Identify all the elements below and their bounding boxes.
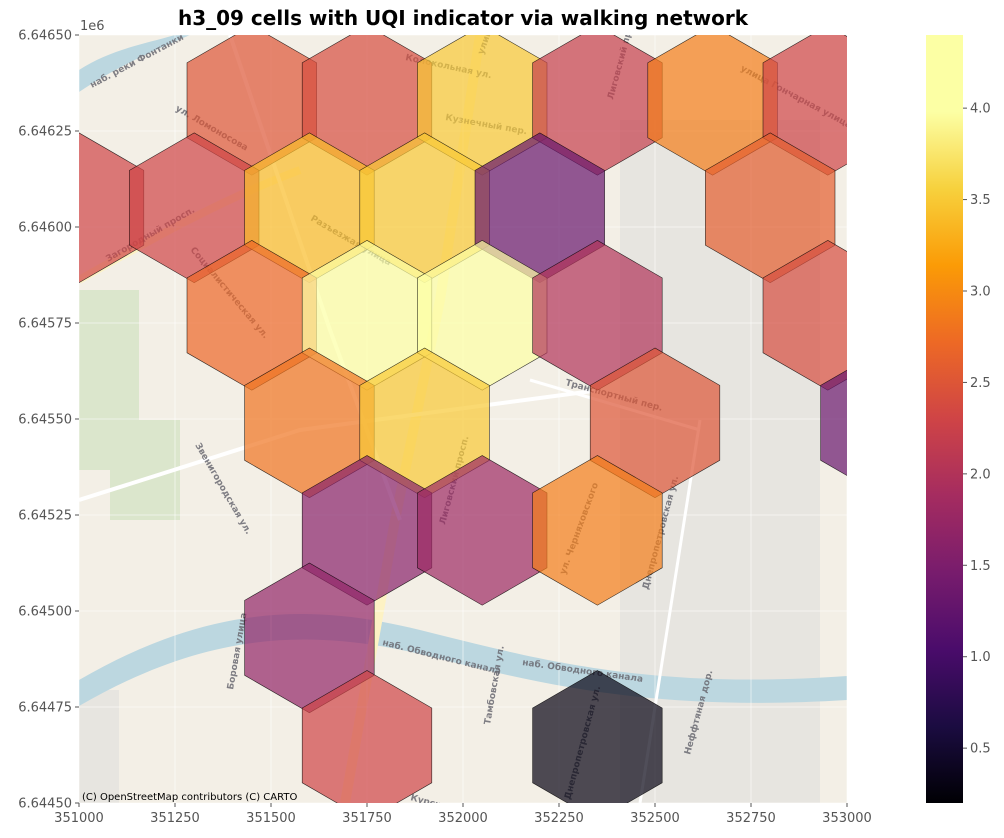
x-tick-label: 352750 <box>726 811 776 826</box>
y-offset-label: 1e6 <box>80 19 105 34</box>
colorbar-tick-label: 2.0 <box>970 467 991 482</box>
y-tick-label: 6.64600 <box>18 221 72 236</box>
hex-cell <box>301 670 433 803</box>
x-tick-label: 353000 <box>822 811 872 826</box>
hex-cells <box>79 35 847 803</box>
colorbar-tick-label: 1.5 <box>970 559 991 574</box>
x-axis: 351000 351250 351500 351750 352000 352250 3525… <box>54 803 872 826</box>
x-tick-label: 352500 <box>630 811 680 826</box>
colorbar-tick-label: 3.5 <box>970 193 991 208</box>
fontanka-river <box>79 35 190 92</box>
y-tick-label: 6.64475 <box>18 701 72 716</box>
x-tick-label: 351000 <box>54 811 104 826</box>
hex-cell <box>532 455 663 606</box>
colorbar-tick-label: 2.5 <box>970 376 991 391</box>
chart-title: h3_09 cells with UQI indicator via walki… <box>178 6 749 30</box>
colorbar-gradient <box>926 35 963 803</box>
x-tick-label: 351250 <box>150 811 200 826</box>
x-tick-label: 351750 <box>342 811 392 826</box>
y-tick-label: 6.64450 <box>18 797 72 812</box>
colorbar-tick-label: 4.0 <box>970 102 991 117</box>
hex-cell <box>532 670 663 803</box>
y-tick-label: 6.64550 <box>18 413 72 428</box>
y-tick-label: 6.64625 <box>18 125 72 140</box>
x-tick-label: 352000 <box>438 811 488 826</box>
y-axis: 6.64450 6.64475 6.64500 6.64525 6.64550 6.645… <box>18 29 79 812</box>
railway-yard <box>79 690 119 803</box>
plot-area: наб. реки ФонтанкиКолокольная ул.улица М… <box>78 34 848 804</box>
colorbar-tick-label: 0.5 <box>970 742 991 757</box>
x-tick-label: 352250 <box>534 811 584 826</box>
y-tick-label: 6.64525 <box>18 509 72 524</box>
colorbar-ticks: 0.5 1.0 1.5 2.0 2.5 3.0 3.5 4.0 <box>963 102 991 757</box>
map-attribution: (C) OpenStreetMap contributors (C) CARTO <box>82 792 297 803</box>
x-tick-label: 351500 <box>246 811 296 826</box>
colorbar: 0.5 1.0 1.5 2.0 2.5 3.0 3.5 4.0 <box>926 35 991 803</box>
y-tick-label: 6.64650 <box>18 29 72 44</box>
y-tick-label: 6.64575 <box>18 317 72 332</box>
y-tick-label: 6.64500 <box>18 605 72 620</box>
hex-cell <box>820 369 847 476</box>
colorbar-tick-label: 1.0 <box>970 650 991 665</box>
colorbar-tick-label: 3.0 <box>970 285 991 300</box>
